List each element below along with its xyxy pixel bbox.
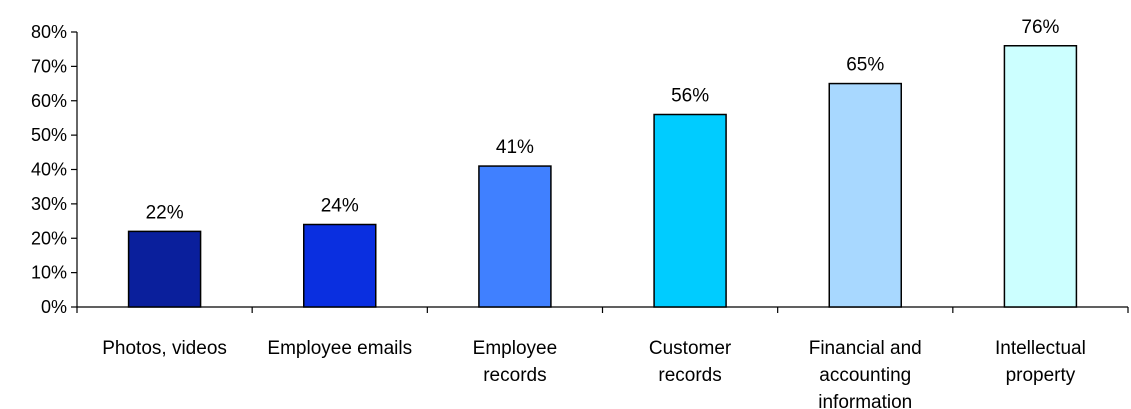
category-label-2: Employee emails bbox=[267, 338, 412, 359]
data-label-5: 65% bbox=[846, 55, 884, 76]
bars bbox=[127, 45, 1078, 308]
bar-4 bbox=[653, 113, 727, 308]
y-tick-label: 0% bbox=[41, 297, 67, 317]
category-label-3: Employee bbox=[473, 338, 558, 359]
category-label-5: information bbox=[818, 392, 912, 409]
bar-2 bbox=[303, 223, 377, 308]
y-axis: 0% 10% 20% 30% 40% 50% 60% 70% 80% bbox=[31, 22, 78, 317]
bar-5 bbox=[828, 82, 902, 308]
x-axis bbox=[76, 306, 1129, 313]
data-label-3: 41% bbox=[496, 137, 534, 158]
category-label-6: property bbox=[1006, 365, 1076, 386]
y-tick-label: 60% bbox=[31, 91, 67, 111]
bar-6 bbox=[1003, 45, 1078, 308]
category-label-1: Photos, videos bbox=[102, 338, 227, 359]
data-label-2: 24% bbox=[321, 196, 359, 217]
category-label-6: Intellectual bbox=[995, 338, 1086, 359]
category-labels: Photos, videos Employee emails Employee rec… bbox=[102, 338, 1086, 409]
y-tick-label: 50% bbox=[31, 125, 67, 145]
y-tick-label: 30% bbox=[31, 194, 67, 214]
data-label-4: 56% bbox=[671, 86, 709, 107]
y-tick-label: 40% bbox=[31, 160, 67, 180]
category-label-4: Customer bbox=[649, 338, 732, 359]
y-tick-label: 70% bbox=[31, 56, 67, 76]
y-tick-label: 10% bbox=[31, 263, 67, 283]
category-label-4: records bbox=[658, 365, 721, 386]
data-label-6: 76% bbox=[1021, 17, 1059, 38]
category-label-5: accounting bbox=[819, 365, 911, 386]
category-label-3: records bbox=[483, 365, 546, 386]
y-tick-label: 20% bbox=[31, 228, 67, 248]
data-labels: 22% 24% 41% 56% 65% 76% bbox=[146, 17, 1060, 224]
data-label-1: 22% bbox=[146, 202, 184, 223]
bar-1 bbox=[127, 230, 202, 308]
category-label-5: Financial and bbox=[809, 338, 922, 359]
y-tick-label: 80% bbox=[31, 22, 67, 42]
bar-3 bbox=[478, 165, 552, 308]
